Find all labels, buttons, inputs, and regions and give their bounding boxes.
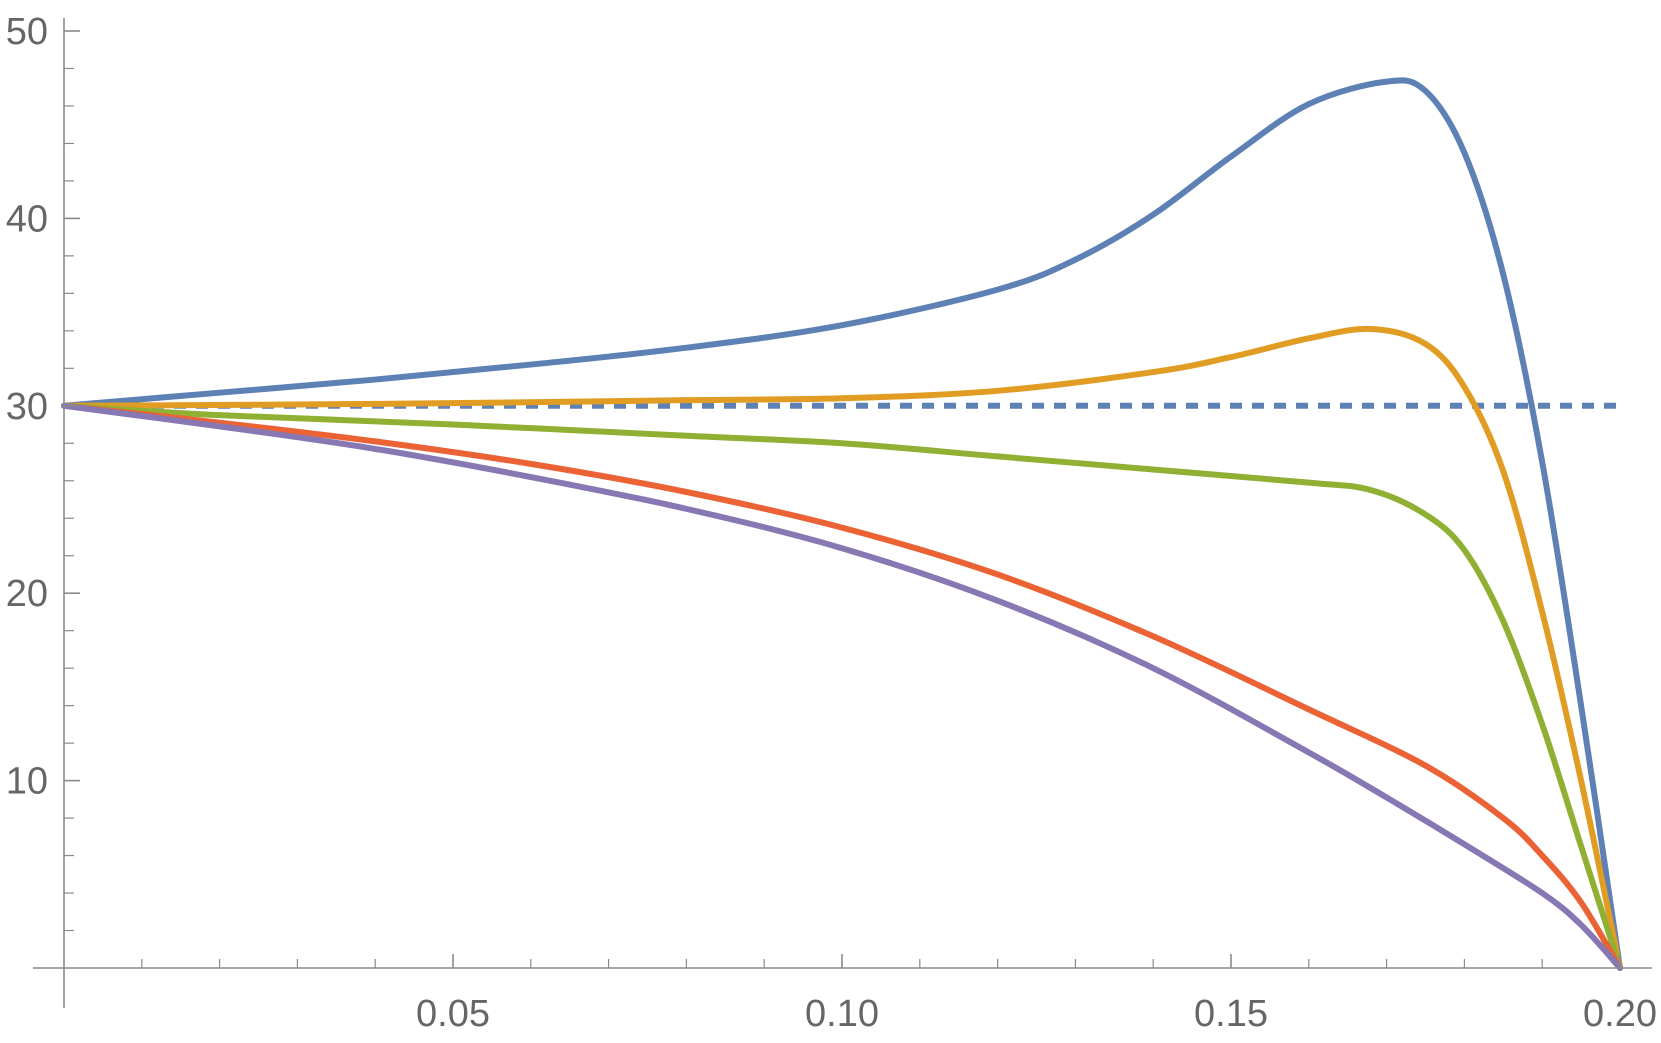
- series-layer: [61, 77, 1623, 971]
- series-line-5: [61, 402, 1623, 971]
- x-tick-label: 0.15: [1194, 993, 1268, 1035]
- axes-layer: [33, 18, 1652, 1008]
- x-tick-label: 0.20: [1583, 993, 1657, 1035]
- series-line-4: [61, 402, 1623, 971]
- y-tick-label: 40: [6, 198, 48, 240]
- series-line-3: [61, 402, 1623, 971]
- tick-labels-layer: 0.05 0.10 0.15 0.20 10 20 30 40 50: [6, 11, 1657, 1035]
- y-tick-label: 20: [6, 573, 48, 615]
- series-line-2: [61, 325, 1623, 971]
- x-tick-label: 0.05: [416, 993, 490, 1035]
- y-tick-label: 10: [6, 761, 48, 803]
- y-tick-label: 50: [6, 11, 48, 53]
- x-tick-label: 0.10: [805, 993, 879, 1035]
- series-line-1: [61, 77, 1623, 971]
- y-tick-label: 30: [6, 386, 48, 428]
